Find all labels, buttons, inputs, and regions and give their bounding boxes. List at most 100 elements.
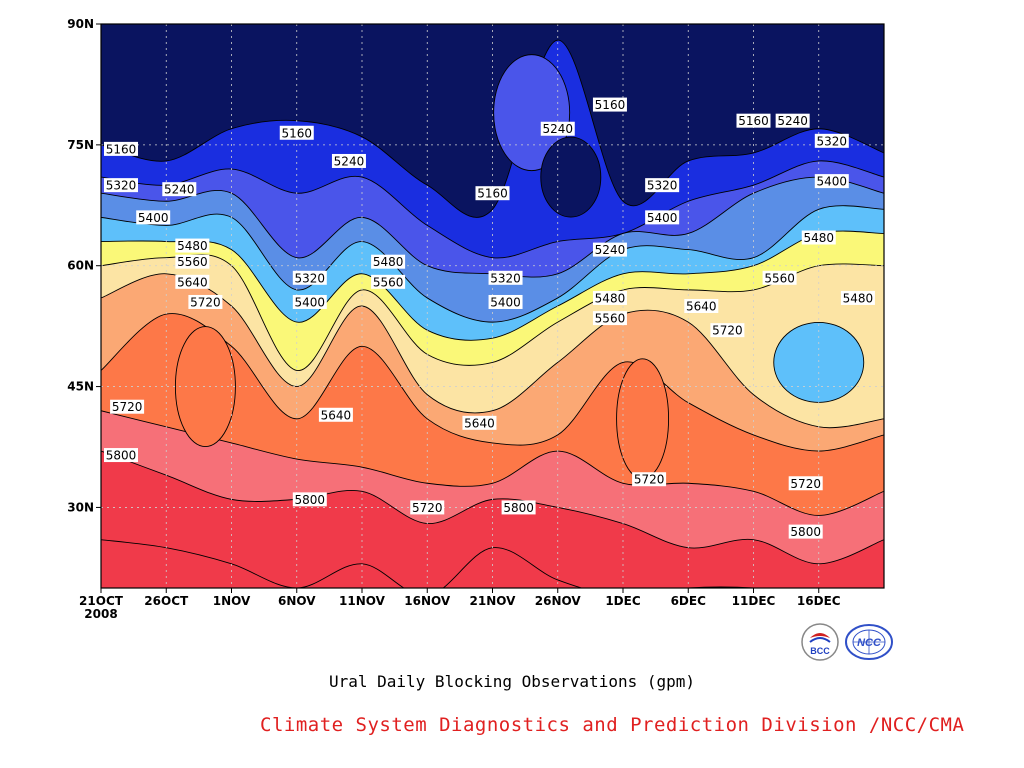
contour-label-text: 5720 bbox=[790, 477, 821, 491]
y-tick-label: 75N bbox=[67, 138, 94, 152]
contour-label-text: 5640 bbox=[321, 408, 352, 422]
contour-label-text: 5720 bbox=[190, 295, 221, 309]
y-tick-label: 30N bbox=[67, 500, 94, 514]
ncc-logo-text: NCC bbox=[857, 637, 882, 649]
bcc-logo-text: BCC bbox=[810, 646, 830, 656]
contour-label-text: 5240 bbox=[595, 243, 626, 257]
contour-closed-5720 bbox=[616, 358, 670, 480]
contour-label: 5800 bbox=[292, 492, 327, 507]
contour-label: 5560 bbox=[175, 254, 210, 269]
contour-label-text: 5560 bbox=[373, 275, 404, 289]
contour-label-text: 5560 bbox=[764, 271, 795, 285]
contour-label: 5320 bbox=[292, 270, 327, 285]
contour-label-text: 5720 bbox=[112, 400, 143, 414]
contour-label: 5720 bbox=[410, 500, 445, 515]
contour-label: 5160 bbox=[475, 186, 510, 201]
contour-label-text: 5400 bbox=[817, 175, 848, 189]
contour-label-text: 5480 bbox=[843, 291, 874, 305]
y-tick-label: 90N bbox=[67, 17, 94, 31]
contour-label: 5720 bbox=[788, 476, 823, 491]
x-tick-label: 26NOV bbox=[535, 594, 582, 608]
contour-label: 5720 bbox=[710, 323, 745, 338]
contour-label-text: 5160 bbox=[106, 142, 137, 156]
contour-label-text: 5560 bbox=[177, 255, 208, 269]
contour-label-text: 5320 bbox=[647, 179, 678, 193]
contour-label-text: 5320 bbox=[295, 271, 326, 285]
contour-label: 5160 bbox=[736, 113, 771, 128]
contour-label: 5400 bbox=[645, 210, 680, 225]
contour-label-text: 5640 bbox=[686, 300, 717, 314]
contour-label-text: 5640 bbox=[464, 416, 495, 430]
contour-label-text: 5320 bbox=[106, 179, 137, 193]
contour-closed-5240 bbox=[493, 54, 571, 172]
contour-label: 5560 bbox=[762, 270, 797, 285]
contour-label: 5480 bbox=[801, 230, 836, 245]
contour-label-text: 5400 bbox=[138, 211, 169, 225]
contour-label: 5560 bbox=[592, 311, 627, 326]
contour-label-text: 5320 bbox=[817, 134, 848, 148]
contour-label-text: 5400 bbox=[647, 211, 678, 225]
contour-label: 5480 bbox=[840, 290, 875, 305]
contour-label-text: 5320 bbox=[490, 271, 521, 285]
x-tick-label: 1DEC bbox=[605, 594, 641, 608]
contour-label: 5800 bbox=[104, 448, 138, 463]
contour-label-text: 5160 bbox=[595, 98, 626, 112]
bcc-logo: BCC bbox=[801, 623, 839, 661]
contour-label: 5160 bbox=[104, 141, 138, 156]
contour-label: 5480 bbox=[592, 290, 627, 305]
contour-label-text: 5240 bbox=[542, 122, 573, 136]
contour-label-text: 5400 bbox=[295, 295, 326, 309]
contour-label: 5800 bbox=[788, 524, 823, 539]
contour-label: 5640 bbox=[175, 274, 210, 289]
contour-label: 5400 bbox=[814, 174, 849, 189]
contour-closed-5720-west bbox=[174, 326, 236, 448]
contour-label: 5240 bbox=[775, 113, 810, 128]
contour-label: 5720 bbox=[110, 399, 145, 414]
contour-label-text: 5800 bbox=[106, 449, 137, 463]
contour-label: 5720 bbox=[632, 472, 667, 487]
x-tick-label: 11DEC bbox=[732, 594, 776, 608]
x-tick-label: 6NOV bbox=[278, 594, 316, 608]
contour-label: 5320 bbox=[814, 133, 849, 148]
x-tick-label: 11NOV bbox=[339, 594, 386, 608]
contour-label-text: 5480 bbox=[177, 239, 208, 253]
contour-label-text: 5480 bbox=[373, 255, 404, 269]
footer-credit: Climate System Diagnostics and Predictio… bbox=[260, 714, 965, 736]
contour-label: 5240 bbox=[592, 242, 627, 257]
contour-label: 5320 bbox=[488, 270, 523, 285]
contour-label-text: 5240 bbox=[334, 154, 365, 168]
contour-label-text: 5160 bbox=[281, 126, 312, 140]
contour-label: 5560 bbox=[371, 274, 406, 289]
contour-label-text: 5720 bbox=[634, 473, 665, 487]
axis-ticks: 21OCT 26OCT 1NOV 6NOV 11NOV 16NOV 21NOV 26NOV 1D… bbox=[67, 17, 841, 621]
contour-label: 5240 bbox=[162, 182, 197, 197]
contour-label-text: 5640 bbox=[177, 275, 208, 289]
contour-label: 5400 bbox=[136, 210, 171, 225]
contour-label-text: 5240 bbox=[777, 114, 808, 128]
contour-label: 5400 bbox=[488, 294, 523, 309]
contour-label: 5160 bbox=[592, 97, 627, 112]
contour-label: 5160 bbox=[279, 125, 314, 140]
contour-label-text: 5800 bbox=[790, 525, 821, 539]
x-tick-label: 16NOV bbox=[404, 594, 451, 608]
y-tick-label: 60N bbox=[67, 259, 94, 273]
contour-label: 5640 bbox=[684, 299, 719, 314]
y-tick-label: 45N bbox=[67, 380, 94, 394]
contour-label: 5640 bbox=[318, 407, 353, 422]
contour-label-text: 5160 bbox=[738, 114, 769, 128]
contour-label: 5640 bbox=[462, 415, 497, 430]
contour-label: 5320 bbox=[645, 178, 680, 193]
contour-label-text: 5400 bbox=[490, 295, 521, 309]
chart-title: Ural Daily Blocking Observations (gpm) bbox=[328, 672, 696, 691]
contour-label: 5240 bbox=[331, 153, 366, 168]
contour-label: 5480 bbox=[371, 254, 406, 269]
contour-label-text: 5720 bbox=[412, 501, 443, 515]
contour-label: 5400 bbox=[292, 294, 327, 309]
contour-closed-5160 bbox=[540, 136, 602, 218]
x-tick-label: 1NOV bbox=[213, 594, 251, 608]
contour-label: 5240 bbox=[540, 121, 575, 136]
contour-label-text: 5560 bbox=[595, 312, 626, 326]
contour-label-text: 5720 bbox=[712, 324, 743, 338]
contour-label: 5720 bbox=[188, 294, 223, 309]
